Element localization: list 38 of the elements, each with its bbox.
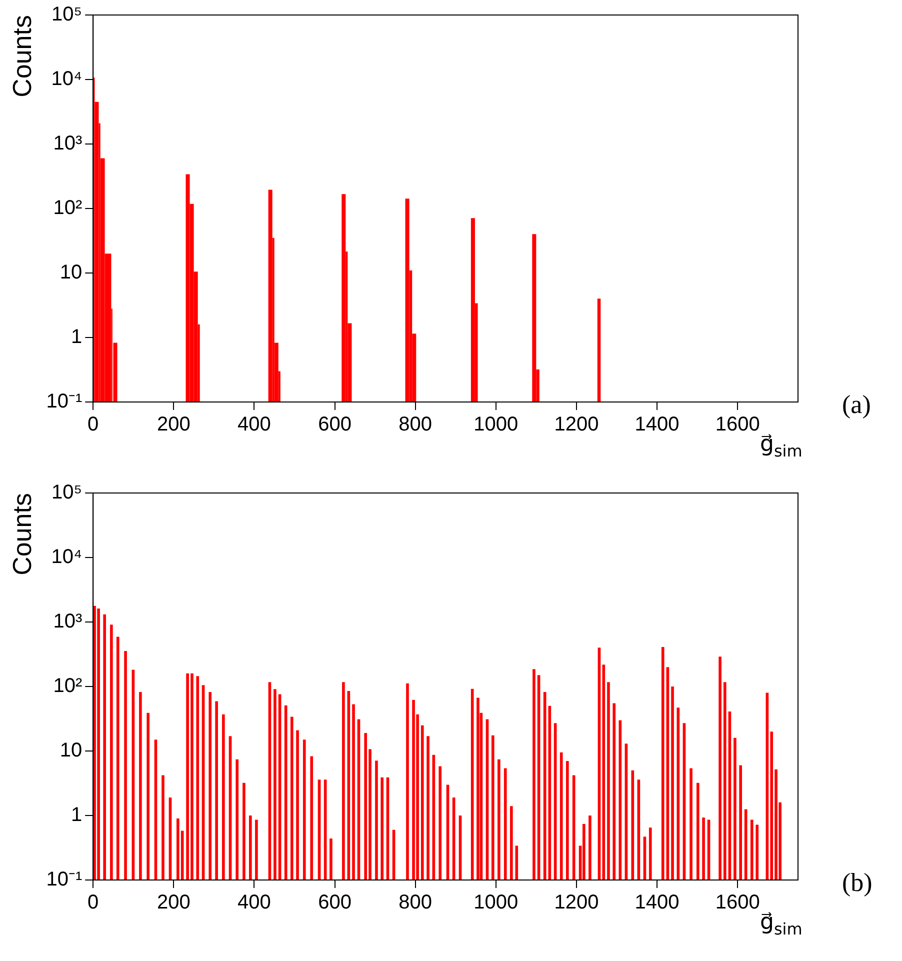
text: (b) (842, 868, 872, 898)
y-tick-label: 1 (70, 804, 82, 826)
text: (a) (842, 390, 871, 420)
x-tick-label: 200 (156, 892, 190, 914)
x-tick-label: 0 (88, 892, 99, 914)
x-tick-label: 1000 (474, 892, 518, 914)
y-tick-label: 10² (53, 197, 82, 220)
y-tick-label: 10² (53, 675, 82, 698)
x-tick-label: 800 (398, 414, 432, 436)
x-axis-title: g⃗$_{sim}$ (760, 432, 802, 460)
x-tick-label: 1400 (634, 414, 680, 436)
y-axis-title: Counts (6, 15, 37, 98)
y-tick-label: 1 (70, 326, 82, 348)
y-tick-label: 10⁻¹ (46, 868, 82, 891)
x-tick-label: 600 (318, 414, 352, 436)
x-tick-label: 800 (398, 892, 432, 914)
x-tick-label: 400 (238, 414, 271, 436)
y-tick-label: 10⁴ (51, 68, 82, 90)
x-tick-label: 0 (88, 414, 99, 436)
x-axis-title: g⃗$_{sim}$ (760, 910, 802, 938)
x-tick-label: 1600 (715, 414, 760, 436)
x-tick-label: 1200 (554, 414, 599, 436)
y-tick-label: 10³ (53, 132, 82, 155)
y-tick-label: 10 (60, 740, 82, 762)
y-tick-label: 10⁴ (51, 546, 82, 568)
x-tick-label: 200 (156, 414, 190, 436)
y-tick-label: 10⁵ (52, 482, 82, 504)
x-tick-label: 1200 (554, 892, 599, 914)
y-tick-label: 10⁵ (52, 4, 82, 26)
y-tick-label: 10 (60, 262, 82, 284)
y-tick-label: 10⁻¹ (46, 390, 82, 413)
x-tick-label: 1400 (634, 892, 680, 914)
x-tick-label: 600 (318, 892, 352, 914)
x-tick-label: 1600 (715, 892, 760, 914)
x-tick-label: 1000 (474, 414, 518, 436)
x-tick-label: 400 (238, 892, 271, 914)
y-tick-label: 10³ (53, 610, 82, 633)
y-axis-title: Counts (6, 493, 37, 576)
